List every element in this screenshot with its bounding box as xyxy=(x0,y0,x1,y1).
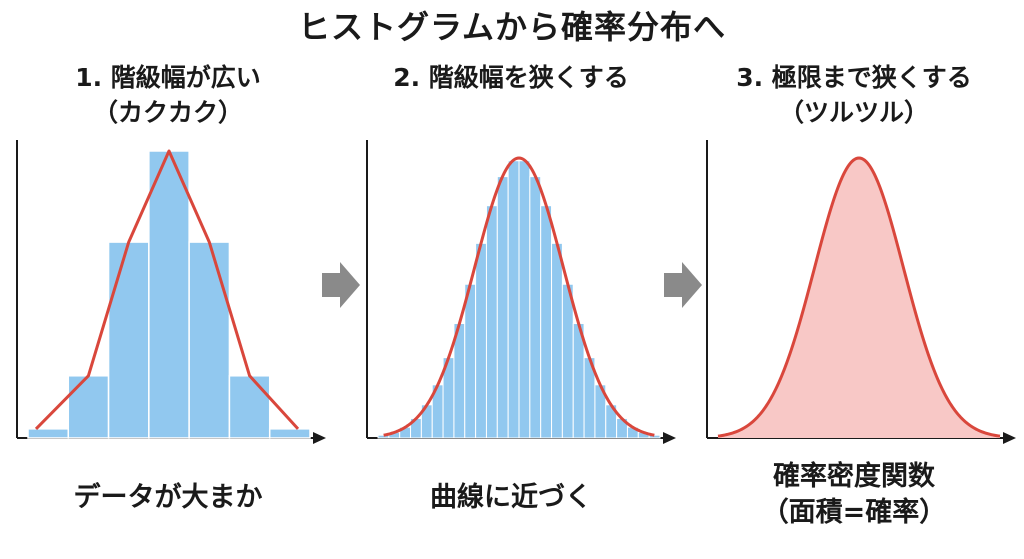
right-arrow-icon xyxy=(664,262,702,308)
panel-1-heading: 1. 階級幅が広い （カクカク） xyxy=(3,60,333,130)
panel-1-caption: データが大まか xyxy=(3,480,333,516)
histogram-bar xyxy=(268,428,311,439)
histogram-bar xyxy=(518,160,531,439)
right-arrow-icon xyxy=(322,262,360,308)
panel-1-histogram xyxy=(16,140,326,444)
x-axis-arrowhead xyxy=(663,432,676,444)
panel-3-caption: 確率密度関数 （面積=確率） xyxy=(689,459,1019,531)
density-area xyxy=(718,158,1000,438)
histogram-bar xyxy=(228,375,271,439)
x-axis-arrowhead xyxy=(1003,432,1016,444)
panel-3-heading-line1: 3. 極限まで狭くする xyxy=(736,63,972,92)
panel-3-caption-line2: （面積=確率） xyxy=(761,497,947,528)
panel-3-caption-line1: 確率密度関数 xyxy=(773,461,935,492)
histogram-bar xyxy=(148,150,190,439)
histogram-bar xyxy=(540,205,553,439)
panel-2-heading: 2. 階級幅を狭くする xyxy=(346,60,676,95)
main-title: ヒストグラムから確率分布へ xyxy=(297,8,727,46)
panel-3-heading: 3. 極限まで狭くする （ツルツル） xyxy=(689,60,1019,130)
histogram-bar xyxy=(551,242,563,439)
panel-2-histogram xyxy=(366,140,676,444)
histogram-bar xyxy=(507,160,520,439)
histogram-bar xyxy=(529,176,542,439)
panel-2-heading-line1: 2. 階級幅を狭くする xyxy=(393,63,629,92)
histogram-bar xyxy=(485,205,498,439)
x-axis-arrowhead xyxy=(313,432,326,444)
histogram-bar xyxy=(188,241,231,439)
panel-1-caption-line1: データが大まか xyxy=(73,482,263,513)
normal-curve xyxy=(383,156,655,437)
panel-1-heading-line1: 1. 階級幅が広い xyxy=(75,63,261,92)
histogram-bar xyxy=(107,241,150,439)
panel-1-heading-line2: （カクカク） xyxy=(92,98,243,127)
histogram-bar xyxy=(475,242,487,439)
histogram-bar xyxy=(67,375,110,439)
histogram-bar xyxy=(27,428,70,439)
panel-3-density-curve xyxy=(706,140,1016,444)
histogram-bar xyxy=(496,176,509,439)
histogram-bar xyxy=(464,283,477,439)
panel-2-caption-line1: 曲線に近づく xyxy=(430,482,592,513)
histogram-bar xyxy=(561,283,574,439)
panel-3-heading-line2: （ツルツル） xyxy=(778,98,929,127)
frequency-polygon xyxy=(34,149,300,430)
histogram-bar xyxy=(648,434,661,439)
density-curve xyxy=(717,156,1001,438)
panel-2-caption: 曲線に近づく xyxy=(346,480,676,516)
